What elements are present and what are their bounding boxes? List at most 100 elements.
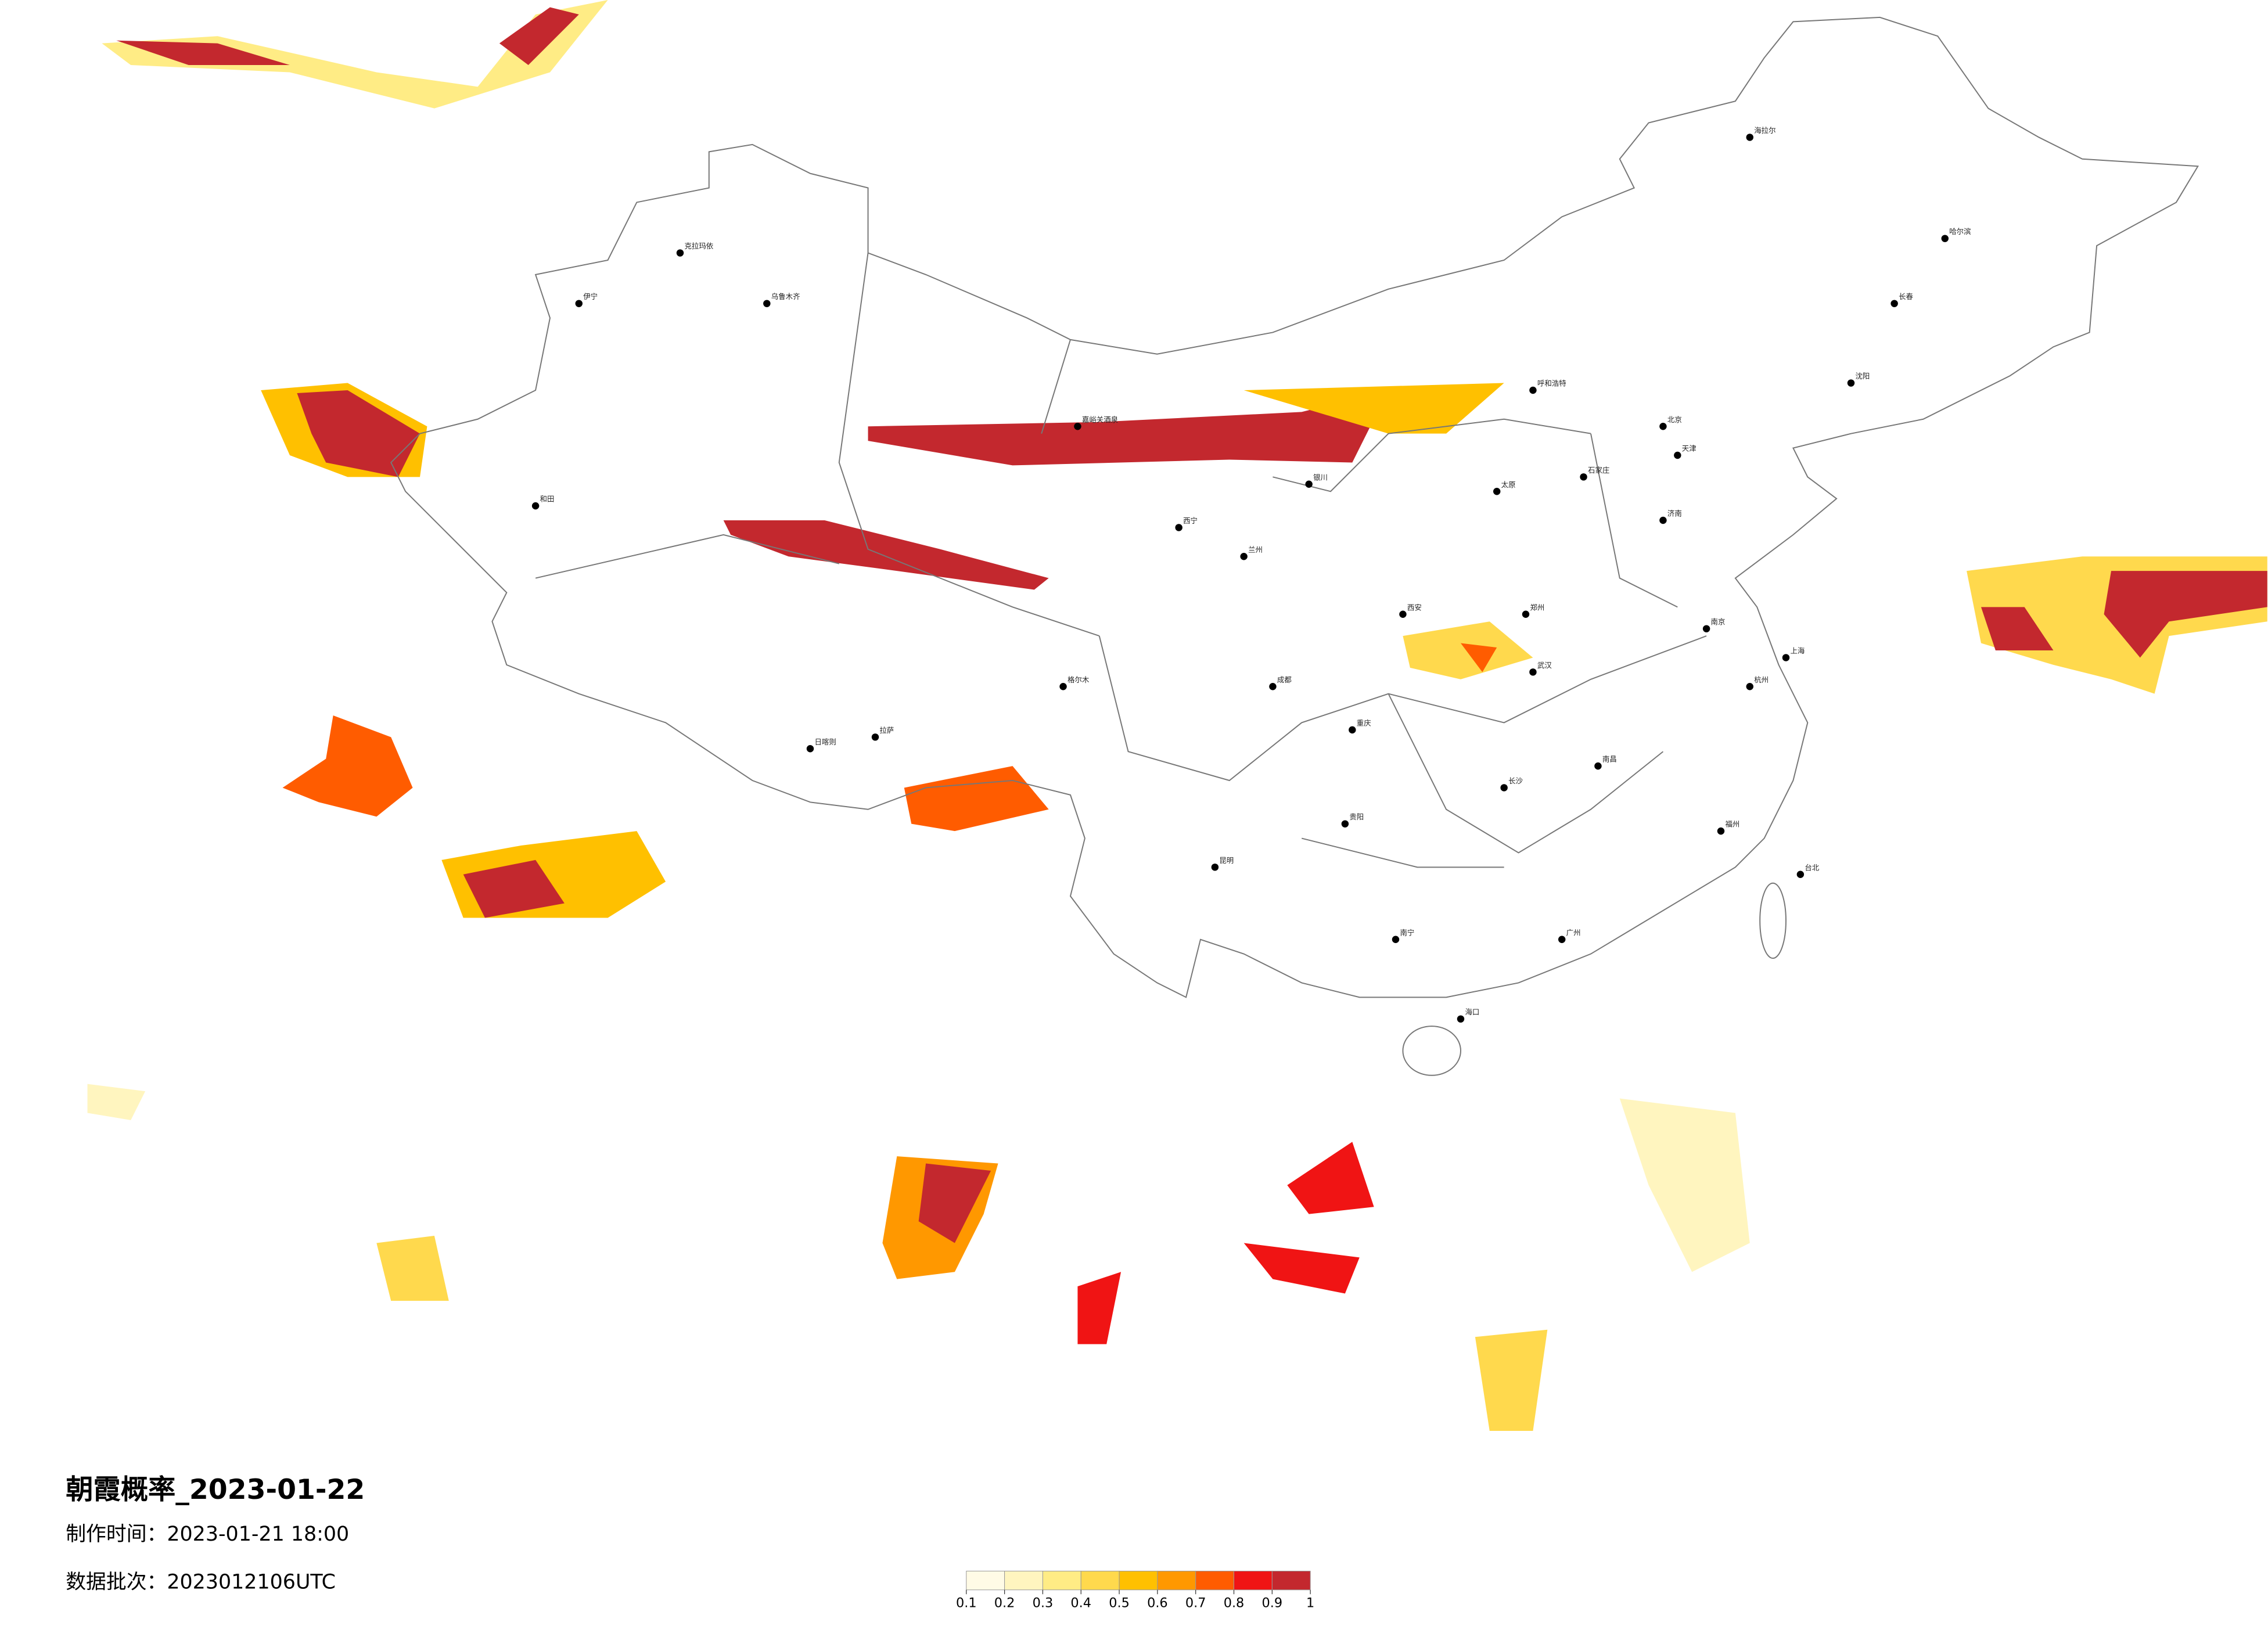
colorbar-swatch [1004, 1570, 1043, 1591]
island-taiwan [1759, 882, 1787, 959]
city-label: 西安 [1407, 603, 1422, 611]
city-label: 海拉尔 [1754, 126, 1775, 135]
city-label: 贵阳 [1349, 812, 1364, 821]
city-dot [806, 745, 814, 753]
city-label: 银川 [1313, 473, 1328, 481]
colorbar-swatch [1042, 1570, 1081, 1591]
city-label: 台北 [1805, 863, 1819, 872]
city-label: 日喀则 [814, 738, 836, 746]
city-dot [1211, 864, 1219, 871]
city-label: 上海 [1790, 646, 1805, 655]
city-label: 南京 [1711, 617, 1726, 626]
city-label: 拉萨 [879, 726, 894, 735]
city-label: 西宁 [1183, 516, 1198, 525]
city-dot [575, 300, 583, 307]
city-label: 石家庄 [1588, 466, 1609, 474]
city-label: 伊宁 [583, 292, 598, 301]
city-dot [1500, 784, 1508, 792]
city-dot [1399, 610, 1407, 618]
city-dot [1240, 553, 1248, 560]
city-dot [1341, 820, 1349, 828]
city-dot [531, 502, 540, 510]
city-label: 沈阳 [1855, 372, 1870, 380]
probability-field [87, 0, 2267, 1431]
city-dot [1580, 473, 1587, 481]
city-label: 嘉峪关酒泉 [1082, 415, 1119, 424]
colorbar-tick-label: 0.2 [994, 1596, 1015, 1611]
colorbar-tick-label: 0.5 [1109, 1596, 1130, 1611]
colorbar-swatch [1271, 1570, 1311, 1591]
city-label: 重庆 [1357, 718, 1371, 727]
city-dot [1392, 936, 1400, 943]
data-batch: 数据批次：2023012106UTC [66, 1570, 336, 1593]
city-dot [1529, 386, 1537, 394]
city-dot [1349, 726, 1356, 734]
city-dot [1717, 827, 1725, 835]
city-dot [1941, 235, 1949, 242]
colorbar-tick-label: 0.8 [1224, 1596, 1245, 1611]
city-dot [1175, 524, 1182, 531]
city-label: 海口 [1465, 1008, 1479, 1016]
city-label: 呼和浩特 [1537, 379, 1566, 388]
city-dot [1059, 683, 1067, 690]
colorbar-tick-label: 0.4 [1070, 1596, 1091, 1611]
colorbar-swatch [1157, 1570, 1196, 1591]
prob-area [297, 390, 420, 477]
prob-area [1077, 1142, 1374, 1344]
prob-area [282, 715, 413, 817]
island-hainan [1402, 1026, 1461, 1076]
colorbar-swatch [1234, 1570, 1273, 1591]
colorbar-tick-label: 0.7 [1185, 1596, 1206, 1611]
city-label: 杭州 [1754, 675, 1769, 684]
city-label: 南昌 [1602, 755, 1617, 764]
city-dot [1746, 134, 1753, 141]
city-dot [1529, 668, 1537, 676]
colorbar: 0.1 0.2 0.3 0.4 0.5 0.6 0.7 0.8 0.9 1 [956, 1570, 1314, 1611]
city-label: 南宁 [1400, 928, 1414, 937]
colorbar-tick-label: 0.1 [956, 1596, 977, 1611]
prob-area [868, 390, 1389, 466]
prob-area [463, 859, 565, 918]
colorbar-swatch [1195, 1570, 1235, 1591]
city-label: 兰州 [1248, 545, 1263, 554]
colorbar-tick-label: 0.3 [1033, 1596, 1054, 1611]
city-dot [1522, 610, 1530, 618]
prob-area [1460, 643, 1497, 672]
city-label: 北京 [1667, 415, 1682, 424]
made-time: 制作时间：2023-01-21 18:00 [66, 1523, 349, 1546]
prob-area [918, 1163, 991, 1243]
city-dot [763, 300, 771, 307]
city-dot [1746, 683, 1753, 690]
colorbar-tick-label: 0.6 [1147, 1596, 1168, 1611]
prob-area [1981, 571, 2267, 658]
city-label: 天津 [1682, 444, 1696, 453]
city-label: 长沙 [1508, 776, 1523, 785]
city-label: 太原 [1501, 480, 1516, 489]
colorbar-tick-label: 1 [1306, 1596, 1314, 1611]
city-label: 福州 [1725, 820, 1739, 829]
city-dot [1457, 1015, 1465, 1023]
city-label: 格尔木 [1067, 675, 1090, 684]
city-label: 广州 [1566, 928, 1581, 937]
colorbar-swatch [1119, 1570, 1158, 1591]
province-border [535, 253, 1707, 868]
prob-area [904, 766, 1049, 832]
city-dot [1847, 379, 1855, 387]
city-label: 武汉 [1537, 661, 1552, 670]
city-label: 济南 [1667, 509, 1682, 518]
city-label: 克拉玛依 [684, 242, 713, 250]
city-label: 昆明 [1219, 856, 1234, 865]
city-label: 和田 [540, 495, 555, 503]
city-label: 郑州 [1530, 603, 1544, 611]
colorbar-swatch [1080, 1570, 1120, 1591]
city-label: 成都 [1277, 675, 1292, 684]
city-label: 乌鲁木齐 [771, 292, 800, 301]
colorbar-tick-label: 0.9 [1262, 1596, 1283, 1611]
city-dot [1674, 451, 1681, 459]
prob-area [376, 1236, 1548, 1431]
city-dot [1659, 423, 1667, 430]
colorbar-swatch [966, 1570, 1005, 1591]
city-dot [1558, 936, 1566, 943]
